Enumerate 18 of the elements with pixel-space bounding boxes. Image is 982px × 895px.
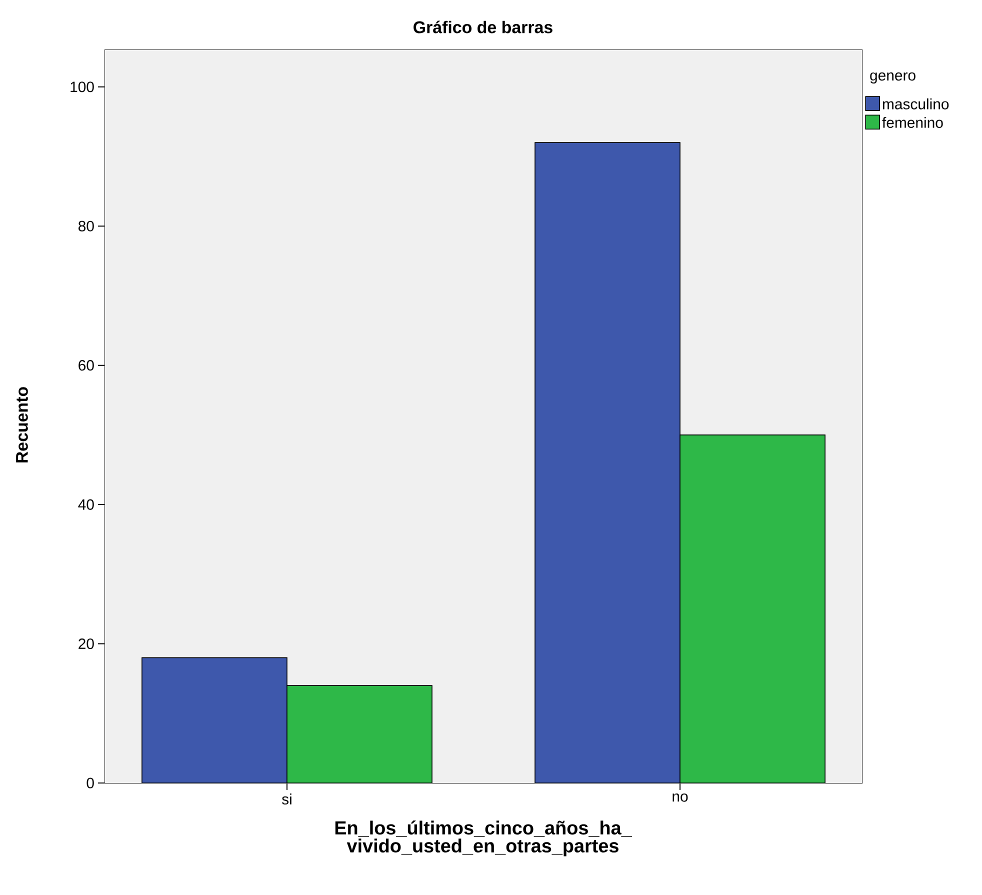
bar xyxy=(142,657,288,783)
x-tick-label: no xyxy=(672,794,688,802)
bar xyxy=(534,142,680,783)
y-tick-label: 80 xyxy=(78,220,94,232)
x-tick-label: si xyxy=(282,794,292,804)
bar xyxy=(680,434,826,783)
y-tick-label: 0 xyxy=(86,778,94,788)
y-tick-label: 100 xyxy=(70,82,94,92)
y-tick-label: 60 xyxy=(78,360,94,371)
chart-title: Gráfico de barras xyxy=(414,20,552,34)
y-tick-label: 20 xyxy=(78,638,94,650)
legend-title: genero xyxy=(870,72,916,84)
x-axis-title: En_los_últimos_cinco_años_ha_vivido_usted_en_otras_partes xyxy=(335,820,632,856)
legend-label: femenino xyxy=(882,116,943,128)
legend-label: masculino xyxy=(882,98,949,110)
y-axis-title: Recuento xyxy=(16,387,28,462)
bar xyxy=(286,685,432,783)
y-tick-label: 40 xyxy=(78,499,94,510)
